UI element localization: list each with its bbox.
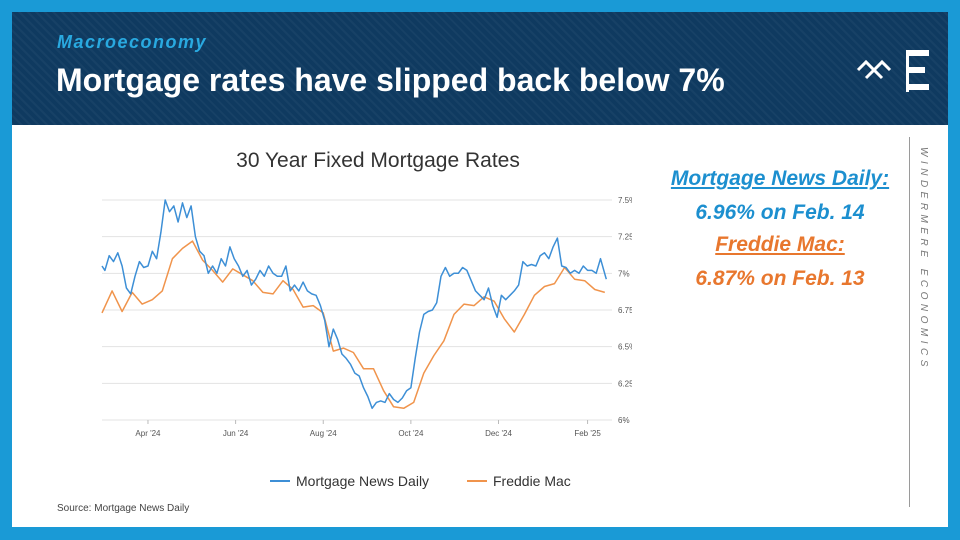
windermere-logo xyxy=(856,50,929,92)
x-tick-label: Aug '24 xyxy=(310,429,337,438)
x-tick-label: Jun '24 xyxy=(223,429,249,438)
brand-divider xyxy=(909,137,910,507)
series-line-mortgage-news-daily xyxy=(101,199,608,410)
mortgage-rate-chart: 30 Year Fixed Mortgage Rates 6% 6.25% 6.5%… xyxy=(101,149,632,489)
legend-label-mnd: Mortgage News Daily xyxy=(296,473,429,489)
callout-mnd-label: Mortgage News Daily: xyxy=(670,167,890,190)
callout-mnd-value: 6.96% on Feb. 14 xyxy=(695,201,865,224)
x-tick-label: Oct '24 xyxy=(398,429,424,438)
y-tick-label: 7.25% xyxy=(618,233,632,242)
chart-legend: Mortgage News Daily Freddie Mac xyxy=(270,473,571,489)
y-tick-label: 7% xyxy=(618,269,630,278)
chart-title: 30 Year Fixed Mortgage Rates xyxy=(236,149,520,172)
y-tick-label: 6.75% xyxy=(618,306,632,315)
series-line-freddie-mac xyxy=(101,240,606,410)
slide-title: Mortgage rates have slipped back below 7… xyxy=(56,62,725,98)
rate-callout: Mortgage News Daily: 6.96% on Feb. 14 Fr… xyxy=(650,165,910,293)
x-tick-label: Feb '25 xyxy=(574,429,601,438)
y-tick-label: 6% xyxy=(618,416,630,425)
y-tick-label: 6.5% xyxy=(618,343,632,352)
header-banner: Macroeconomy Mortgage rates have slipped… xyxy=(12,12,948,125)
content-panel: 30 Year Fixed Mortgage Rates 6% 6.25% 6.5%… xyxy=(12,125,948,527)
legend-label-freddie: Freddie Mac xyxy=(493,473,571,489)
source-note: Source: Mortgage News Daily xyxy=(57,503,190,514)
callout-freddie-label: Freddie Mac: xyxy=(715,233,845,256)
y-tick-label: 7.5% xyxy=(618,196,632,205)
section-kicker: Macroeconomy xyxy=(57,32,208,52)
brand-vertical-text: WINDERMERE ECONOMICS xyxy=(918,147,929,371)
callout-freddie-value: 6.87% on Feb. 13 xyxy=(695,267,865,290)
x-tick-label: Apr '24 xyxy=(135,429,161,438)
y-tick-label: 6.25% xyxy=(618,379,632,388)
x-tick-label: Dec '24 xyxy=(485,429,512,438)
